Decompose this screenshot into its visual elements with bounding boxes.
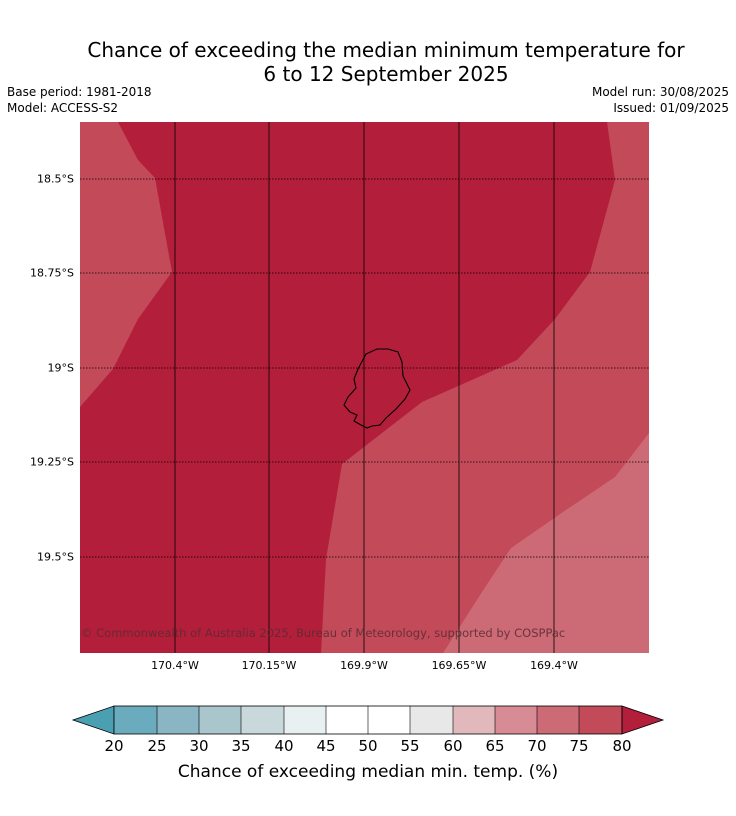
colorbar-tick-35: 35 [231,737,251,755]
title-line-1: Chance of exceeding the median minimum t… [87,38,685,62]
colorbar-tick-55: 55 [400,737,420,755]
colorbar-tick-40: 40 [274,737,294,755]
lon-label-170-15: 170.15°W [241,659,297,672]
colorbar-tick-50: 50 [358,737,378,755]
meta-right: Model run: 30/08/2025 Issued: 01/09/2025 [592,84,729,116]
lat-label-19-25: 19.25°S [30,455,74,469]
colorbar-tick-60: 60 [443,737,463,755]
colorbar-tick-25: 25 [147,737,167,755]
colorbar-tick-70: 70 [527,737,547,755]
lon-label-169-9: 169.9°W [340,659,388,672]
lon-label-169-65: 169.65°W [431,659,487,672]
model-name: Model: ACCESS-S2 [7,101,119,115]
colorbar-bin-20-25 [114,706,157,734]
lon-label-169-4: 169.4°W [530,659,578,672]
colorbar-extend-high [621,705,665,735]
graticule [80,122,649,653]
issued-date: Issued: 01/09/2025 [613,101,729,115]
region-southeast-70-75 [443,433,649,653]
meta-left: Base period: 1981-2018 Model: ACCESS-S2 [7,84,152,116]
colorbar-bin-75-80 [579,706,622,734]
colorbar-tick-65: 65 [485,737,505,755]
colorbar-tick-45: 45 [316,737,336,755]
colorbar-bin-60-65 [453,706,495,734]
colorbar-bin-25-30 [157,706,199,734]
map-title: Chance of exceeding the median minimum t… [0,38,736,86]
map-panel [80,122,649,653]
region-left-75-80 [80,122,172,407]
colorbar-bin-40-45 [284,706,326,734]
title-line-2: 6 to 12 September 2025 [263,62,509,86]
copyright-notice: © Commonwealth of Australia 2025, Bureau… [81,626,566,640]
colorbar-bin-45-50 [326,706,368,734]
base-period: Base period: 1981-2018 [7,85,152,99]
colorbar-title: Chance of exceeding median min. temp. (%… [177,762,559,782]
niue-island-outline [343,348,411,429]
lat-label-19-5: 19.5°S [37,550,74,564]
lat-label-18-5: 18.5°S [37,172,74,186]
colorbar [71,705,665,735]
model-run: Model run: 30/08/2025 [591,85,729,99]
colorbar-bin-70-75 [537,706,579,734]
colorbar-bin-65-70 [495,706,537,734]
colorbar-extend-low [71,705,115,735]
colorbar-bin-50-55 [368,706,410,734]
map-svg [80,122,649,653]
colorbar-tick-75: 75 [569,737,589,755]
colorbar-bin-35-40 [241,706,284,734]
lon-label-170-4: 170.4°W [151,659,199,672]
colorbar-bin-30-35 [199,706,241,734]
colorbar-bin-55-60 [410,706,453,734]
lat-label-19: 19°S [47,361,74,375]
colorbar-tick-30: 30 [189,737,209,755]
colorbar-tick-20: 20 [104,737,124,755]
colorbar-tick-80: 80 [612,737,632,755]
lat-label-18-75: 18.75°S [30,266,74,280]
